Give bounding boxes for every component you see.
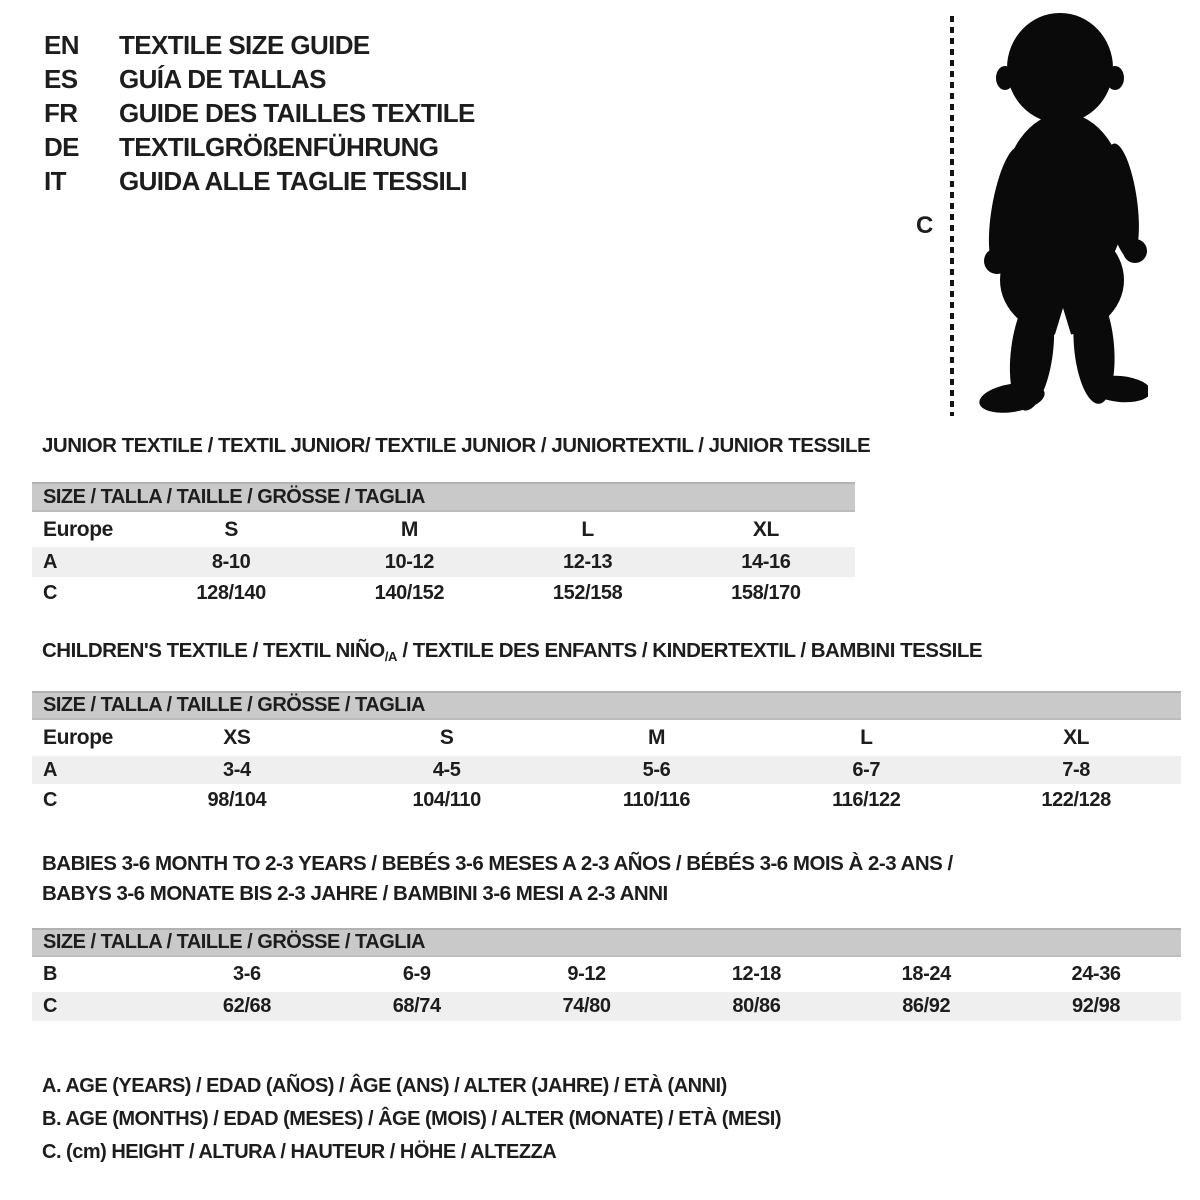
children-title-prefix: CHILDREN'S TEXTILE / TEXTIL NIÑO bbox=[42, 639, 385, 662]
measurement-legend: A. AGE (YEARS) / EDAD (AÑOS) / ÂGE (ANS)… bbox=[42, 1070, 782, 1169]
table-cell: 6-9 bbox=[402, 963, 431, 985]
size-header-bar: SIZE / TALLA / TAILLE / GRÖSSE / TAGLIA bbox=[32, 482, 855, 512]
table-row-months: B 3-6 6-9 9-12 12-18 18-24 24-36 bbox=[32, 957, 1181, 992]
babies-table-title: BABIES 3-6 MONTH TO 2-3 YEARS / BEBÉS 3-… bbox=[42, 849, 953, 909]
table-cell: 6-7 bbox=[852, 758, 881, 781]
column-header-row: Europe XS S M L XL bbox=[32, 720, 1181, 756]
babies-title-line-2: BABYS 3-6 MONATE BIS 2-3 JAHRE / BAMBINI… bbox=[42, 882, 668, 905]
table-row-height: C 98/104 104/110 110/116 116/122 122/128 bbox=[32, 784, 1181, 817]
table-cell: 9-12 bbox=[567, 963, 606, 985]
table-cell: 80/86 bbox=[732, 995, 781, 1017]
language-code: ES bbox=[44, 64, 78, 94]
size-header-bar: SIZE / TALLA / TAILLE / GRÖSSE / TAGLIA bbox=[32, 691, 1181, 720]
children-table-title: CHILDREN'S TEXTILE / TEXTIL NIÑO/A / TEX… bbox=[42, 639, 983, 664]
size-header-bar: SIZE / TALLA / TAILLE / GRÖSSE / TAGLIA bbox=[32, 928, 1181, 957]
height-dashed-line bbox=[950, 16, 954, 416]
size-column: L bbox=[581, 517, 594, 541]
table-cell: 24-36 bbox=[1071, 963, 1121, 985]
guide-title-es: GUÍA DE TALLAS bbox=[119, 64, 326, 94]
table-cell: 98/104 bbox=[207, 789, 267, 811]
legend-line-c: C. (cm) HEIGHT / ALTURA / HAUTEUR / HÖHE… bbox=[42, 1141, 557, 1163]
guide-title-it: GUIDA ALLE TAGLIE TESSILI bbox=[119, 166, 468, 196]
junior-table-title: JUNIOR TEXTILE / TEXTIL JUNIOR/ TEXTILE … bbox=[42, 434, 871, 457]
region-header: Europe bbox=[43, 726, 113, 749]
language-row-en: EN TEXTILE SIZE GUIDE bbox=[44, 28, 475, 62]
row-label: A bbox=[43, 758, 58, 781]
language-row-fr: FR GUIDE DES TAILLES TEXTILE bbox=[44, 96, 475, 130]
language-row-de: DE TEXTILGRÖßENFÜHRUNG bbox=[44, 130, 475, 164]
size-column: XL bbox=[752, 517, 779, 541]
table-cell: 152/158 bbox=[552, 582, 623, 604]
babies-title-line-1: BABIES 3-6 MONTH TO 2-3 YEARS / BEBÉS 3-… bbox=[42, 852, 953, 875]
table-cell: 8-10 bbox=[211, 550, 251, 573]
table-cell: 62/68 bbox=[222, 995, 271, 1017]
toddler-silhouette-icon bbox=[979, 13, 1148, 413]
language-code: FR bbox=[44, 98, 78, 128]
table-cell: 12-18 bbox=[731, 963, 782, 985]
table-cell: 140/152 bbox=[374, 582, 445, 604]
legend-line-a: A. AGE (YEARS) / EDAD (AÑOS) / ÂGE (ANS)… bbox=[42, 1075, 727, 1097]
children-title-suffix: / TEXTILE DES ENFANTS / KINDERTEXTIL / B… bbox=[397, 639, 983, 662]
size-column: M bbox=[647, 726, 666, 749]
size-column: S bbox=[224, 517, 238, 541]
table-cell: 4-5 bbox=[432, 758, 461, 781]
row-label: C bbox=[43, 995, 58, 1017]
table-cell: 18-24 bbox=[901, 963, 952, 985]
table-row-age: A 3-4 4-5 5-6 6-7 7-8 bbox=[32, 756, 1181, 784]
language-title-list: EN TEXTILE SIZE GUIDE ES GUÍA DE TALLAS … bbox=[44, 28, 475, 198]
language-row-es: ES GUÍA DE TALLAS bbox=[44, 62, 475, 96]
table-cell: 3-4 bbox=[223, 758, 251, 781]
size-column: XL bbox=[1063, 726, 1090, 749]
table-row-height: C 62/68 68/74 74/80 80/86 86/92 92/98 bbox=[32, 992, 1181, 1021]
column-header-row: Europe S M L XL bbox=[32, 512, 855, 547]
legend-line-b: B. AGE (MONTHS) / EDAD (MESES) / ÂGE (MO… bbox=[42, 1108, 782, 1130]
size-column: L bbox=[860, 726, 873, 749]
height-measure-label: C bbox=[916, 212, 933, 239]
table-cell: 122/128 bbox=[1041, 789, 1111, 811]
junior-size-table: SIZE / TALLA / TAILLE / GRÖSSE / TAGLIA … bbox=[32, 482, 855, 610]
size-column: M bbox=[400, 517, 418, 541]
table-cell: 5-6 bbox=[642, 758, 671, 781]
region-header: Europe bbox=[43, 517, 113, 541]
language-row-it: IT GUIDA ALLE TAGLIE TESSILI bbox=[44, 164, 475, 198]
table-cell: 92/98 bbox=[1072, 995, 1121, 1017]
row-label: C bbox=[43, 789, 58, 811]
size-column: S bbox=[439, 726, 454, 749]
table-row-age: A 8-10 10-12 12-13 14-16 bbox=[32, 547, 855, 577]
language-code: IT bbox=[44, 166, 67, 196]
children-title-subscript: /A bbox=[384, 649, 398, 664]
row-label: B bbox=[43, 963, 58, 985]
table-cell: 86/92 bbox=[902, 995, 951, 1017]
table-row-height: C 128/140 140/152 152/158 158/170 bbox=[32, 577, 855, 610]
table-cell: 7-8 bbox=[1062, 758, 1090, 781]
babies-size-table: SIZE / TALLA / TAILLE / GRÖSSE / TAGLIA … bbox=[32, 928, 1181, 1021]
guide-title-en: TEXTILE SIZE GUIDE bbox=[119, 30, 370, 60]
row-label: A bbox=[43, 550, 58, 573]
table-cell: 68/74 bbox=[392, 995, 441, 1017]
language-code: DE bbox=[44, 132, 80, 162]
size-column: XS bbox=[223, 726, 251, 749]
table-cell: 10-12 bbox=[384, 550, 435, 573]
table-cell: 74/80 bbox=[562, 995, 611, 1017]
language-code: EN bbox=[44, 30, 80, 60]
table-cell: 110/116 bbox=[622, 789, 691, 811]
table-cell: 14-16 bbox=[741, 550, 791, 573]
children-size-table: SIZE / TALLA / TAILLE / GRÖSSE / TAGLIA … bbox=[32, 691, 1181, 817]
table-cell: 12-13 bbox=[563, 550, 613, 573]
row-label: C bbox=[43, 582, 58, 604]
table-cell: 116/122 bbox=[832, 789, 901, 811]
guide-title-de: TEXTILGRÖßENFÜHRUNG bbox=[119, 132, 439, 162]
table-cell: 158/170 bbox=[731, 582, 801, 604]
guide-title-fr: GUIDE DES TAILLES TEXTILE bbox=[119, 98, 475, 128]
table-cell: 128/140 bbox=[196, 582, 266, 604]
table-cell: 3-6 bbox=[233, 963, 261, 985]
table-cell: 104/110 bbox=[412, 789, 481, 811]
